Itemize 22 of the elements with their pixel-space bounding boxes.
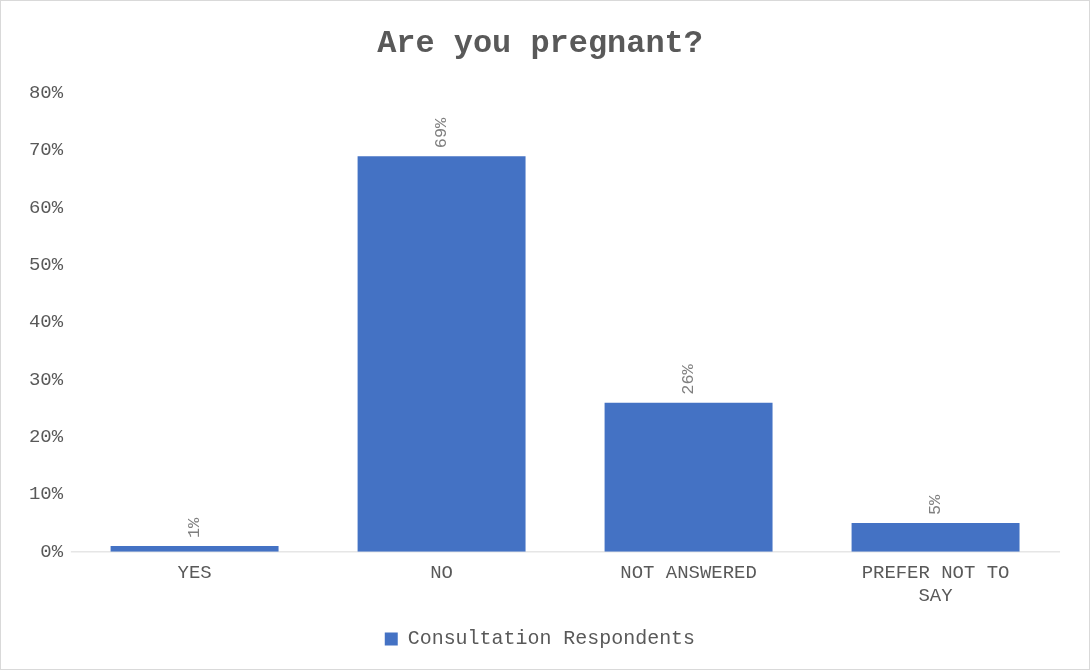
- y-tick-label: 10%: [28, 483, 64, 506]
- y-tick-label: 30%: [28, 368, 64, 391]
- y-tick-label: 60%: [28, 196, 64, 219]
- x-tick-label: PREFER NOT TO SAY: [861, 562, 1010, 607]
- y-tick-label: 80%: [28, 82, 64, 105]
- y-tick-label: 0%: [40, 540, 64, 563]
- legend-label: Consultation Respondents: [407, 627, 696, 651]
- bar: [851, 523, 1020, 552]
- y-tick-label: 70%: [28, 139, 64, 162]
- y-tick-label: 40%: [28, 311, 64, 334]
- y-tick-label: 20%: [28, 426, 64, 449]
- data-label: 69%: [432, 116, 452, 149]
- y-tick-label: 50%: [28, 254, 64, 277]
- data-label: 1%: [185, 516, 205, 539]
- data-label: 5%: [926, 493, 946, 516]
- bar: [357, 156, 526, 552]
- bar: [604, 402, 773, 552]
- x-tick-label: NOT ANSWERED: [620, 562, 757, 585]
- x-tick-label: NO: [430, 562, 453, 585]
- chart-title: Are you pregnant?: [377, 25, 703, 63]
- data-label: 26%: [679, 363, 699, 395]
- x-tick-label: YES: [177, 562, 212, 585]
